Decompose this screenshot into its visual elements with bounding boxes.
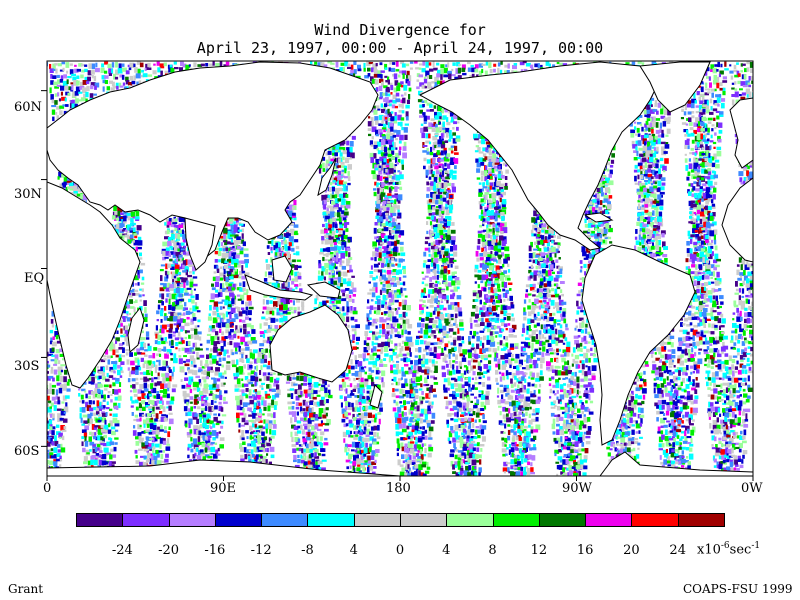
lat-label-60s: 60S — [14, 444, 40, 459]
land-europe-west — [729, 97, 753, 169]
footer-credit: COAPS-FSU 1999 — [683, 582, 793, 596]
land-africa-east — [47, 181, 141, 389]
title-line-2: April 23, 1997, 00:00 - April 24, 1997, … — [196, 39, 604, 57]
colorbar-swatch-11 — [585, 513, 633, 527]
land-cuba — [583, 212, 614, 223]
colorbar-swatch-12 — [631, 513, 679, 527]
units-unit: sec — [729, 542, 752, 558]
land-antarctica — [47, 459, 401, 476]
colorbar-label-0: -24 — [111, 543, 133, 558]
lon-label-90e: 90E — [210, 481, 237, 496]
lat-label-30s: 30S — [14, 359, 40, 374]
units-base: x10 — [697, 542, 721, 558]
land-indonesia — [244, 274, 314, 301]
lon-label-0: 0 — [43, 481, 52, 496]
units-unit-exponent: -1 — [751, 541, 761, 551]
land-india — [184, 217, 216, 271]
land-africa-west — [721, 177, 753, 263]
axis-ticks — [41, 90, 754, 481]
land-japan — [317, 157, 337, 197]
colorbar-label-11: 20 — [623, 543, 640, 558]
land-south-america — [581, 244, 696, 446]
land-antarctica-peninsula — [599, 451, 753, 476]
landmasses — [47, 61, 753, 476]
units-exponent: -6 — [720, 541, 730, 551]
lon-label-90w: 90W — [562, 481, 592, 496]
colorbar-units: x10-6sec-1 — [697, 541, 760, 557]
swath-track — [351, 61, 414, 476]
colorbar-swatch-7 — [400, 513, 448, 527]
land-north-america — [418, 61, 661, 251]
lon-label-0w: 0W — [741, 481, 763, 496]
colorbar-label-5: 4 — [349, 543, 358, 558]
land-new-zealand — [369, 384, 383, 409]
colorbar-swatch-10 — [538, 513, 587, 527]
lon-label-180: 180 — [386, 481, 411, 496]
colorbar-swatch-6 — [353, 513, 401, 527]
colorbar-label-3: -12 — [250, 543, 272, 558]
swath-track — [456, 61, 519, 476]
colorbar-swatch-9 — [492, 513, 540, 527]
colorbar-label-4: -8 — [301, 543, 314, 558]
land-greenland — [639, 61, 711, 113]
colorbar-label-2: -16 — [204, 543, 226, 558]
colorbar-label-7: 4 — [442, 543, 451, 558]
colorbar-label-9: 12 — [530, 543, 548, 558]
lat-label-30n: 30N — [14, 187, 42, 202]
lat-label-60n: 60N — [14, 100, 42, 115]
lat-label-eq: EQ — [24, 271, 45, 286]
swath-track — [47, 62, 48, 67]
land-new-guinea — [306, 281, 341, 299]
colorbar-swatch-1 — [122, 513, 170, 527]
colorbar-label-1: -20 — [158, 543, 180, 558]
colorbar-label-12: 24 — [669, 543, 686, 558]
colorbar-label-6: 0 — [395, 543, 405, 558]
land-eurasia — [47, 61, 379, 259]
colorbar-swatch-0 — [76, 513, 124, 527]
colorbar-swatch-3 — [214, 513, 263, 527]
land-australia — [269, 304, 353, 383]
land-borneo — [271, 255, 293, 283]
swath-track — [404, 62, 467, 476]
colorbar-label-8: 8 — [488, 543, 497, 558]
colorbar-label-10: 16 — [576, 543, 594, 558]
colorbar-swatch-8 — [446, 513, 494, 527]
colorbar-swatch-4 — [261, 513, 309, 527]
colorbar-swatch-2 — [168, 513, 216, 527]
title-line-1: Wind Divergence for — [314, 21, 486, 39]
colorbar-swatch-5 — [307, 513, 355, 527]
land-madagascar — [127, 306, 145, 354]
swath-track — [666, 61, 729, 476]
colorbar-swatch-13 — [677, 513, 725, 527]
footer-author: Grant — [8, 582, 44, 596]
